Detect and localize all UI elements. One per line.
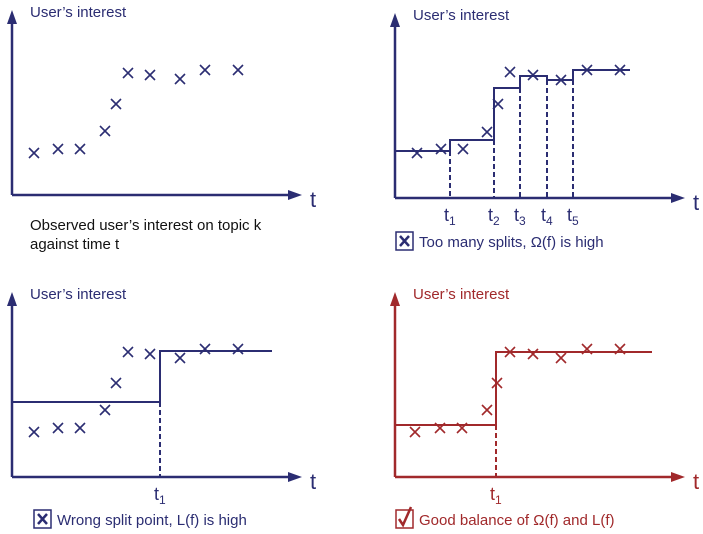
panel-too-many-splits: User’s interest t t1 t2 t3 t4 t5 Too many split… — [390, 7, 699, 251]
step-function — [395, 69, 630, 152]
data-point-cross-icon — [110, 377, 122, 389]
data-point-cross-icon — [174, 73, 186, 85]
data-point-cross-icon — [614, 64, 626, 76]
data-point-cross-icon — [74, 422, 86, 434]
y-axis-arrow-icon — [7, 292, 17, 306]
data-point-cross-icon — [435, 143, 447, 155]
split-label: t3 — [514, 205, 526, 228]
data-point-cross-icon — [99, 404, 111, 416]
split-label: t1 — [490, 484, 502, 507]
y-axis-title: User’s interest — [413, 7, 510, 24]
data-point-cross-icon — [491, 377, 503, 389]
split-label: t1 — [154, 484, 166, 507]
caption-line: Observed user’s interest on topic k — [30, 217, 262, 234]
data-point-cross-icon — [434, 422, 446, 434]
x-axis-arrow-icon — [671, 193, 685, 203]
data-point-cross-icon — [199, 64, 211, 76]
step-function — [395, 351, 652, 426]
data-point-cross-icon — [174, 352, 186, 364]
data-point-cross-icon — [409, 426, 421, 438]
y-axis-title: User’s interest — [413, 286, 510, 303]
x-axis-arrow-icon — [288, 472, 302, 482]
data-point-cross-icon — [581, 64, 593, 76]
x-axis-label: t — [310, 187, 316, 212]
x-axis-label: t — [693, 190, 699, 215]
split-label: t2 — [488, 205, 500, 228]
data-point-cross-icon — [74, 143, 86, 155]
split-label: t1 — [444, 205, 456, 228]
split-label: t5 — [567, 205, 579, 228]
y-axis-arrow-icon — [390, 292, 400, 306]
data-point-cross-icon — [232, 64, 244, 76]
check-box-icon — [395, 509, 414, 529]
x-axis-arrow-icon — [671, 472, 685, 482]
data-point-cross-icon — [527, 348, 539, 360]
cross-box-icon — [33, 509, 52, 529]
data-point-cross-icon — [99, 125, 111, 137]
caption: Too many splits, Ω(f) is high — [419, 234, 604, 251]
data-point-cross-icon — [110, 98, 122, 110]
data-point-cross-icon — [504, 66, 516, 78]
data-point-cross-icon — [411, 147, 423, 159]
data-point-cross-icon — [481, 126, 493, 138]
y-axis-title: User’s interest — [30, 286, 127, 303]
y-axis-title: User’s interest — [30, 4, 127, 21]
data-point-cross-icon — [199, 343, 211, 355]
x-axis-label: t — [310, 469, 316, 494]
data-point-cross-icon — [232, 343, 244, 355]
caption: Good balance of Ω(f) and L(f) — [419, 512, 614, 529]
y-axis-arrow-icon — [7, 10, 17, 24]
data-point-cross-icon — [122, 67, 134, 79]
data-point-cross-icon — [457, 143, 469, 155]
split-label: t4 — [541, 205, 553, 228]
data-point-cross-icon — [492, 98, 504, 110]
data-point-cross-icon — [581, 343, 593, 355]
x-axis-label: t — [693, 469, 699, 494]
cross-box-icon — [395, 231, 414, 251]
data-point-cross-icon — [144, 69, 156, 81]
caption-line: against time t — [30, 236, 120, 253]
panel-observed: User’s interest t Observed user’s interest… — [7, 4, 316, 253]
data-point-cross-icon — [614, 343, 626, 355]
data-point-cross-icon — [555, 352, 567, 364]
caption: Wrong split point, L(f) is high — [57, 512, 247, 529]
panel-wrong-split: User’s interest t t1 Wrong split point, L(f… — [7, 286, 316, 529]
data-point-cross-icon — [527, 69, 539, 81]
data-point-cross-icon — [52, 143, 64, 155]
data-point-cross-icon — [481, 404, 493, 416]
data-point-cross-icon — [28, 426, 40, 438]
data-point-cross-icon — [144, 348, 156, 360]
data-point-cross-icon — [122, 346, 134, 358]
step-function — [12, 350, 272, 403]
data-point-cross-icon — [504, 346, 516, 358]
data-point-cross-icon — [52, 422, 64, 434]
panel-good-balance: User’s interest t t1 Good balance of Ω(f) a… — [390, 286, 699, 529]
x-axis-arrow-icon — [288, 190, 302, 200]
y-axis-arrow-icon — [390, 13, 400, 27]
data-point-cross-icon — [28, 147, 40, 159]
data-point-cross-icon — [555, 74, 567, 86]
data-point-cross-icon — [456, 422, 468, 434]
